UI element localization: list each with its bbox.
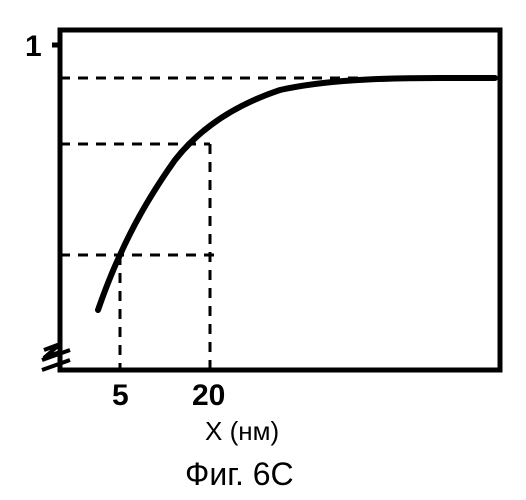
figure-caption: Фиг. 6C bbox=[185, 456, 294, 492]
figure-6c: 1 5 20 X (нм) Фиг. 6C bbox=[0, 0, 526, 500]
guide-lines bbox=[60, 78, 500, 370]
axis-break-mark bbox=[42, 344, 70, 370]
x-axis-label: X (нм) bbox=[205, 416, 279, 446]
curve bbox=[98, 78, 495, 310]
y-tick-label-1: 1 bbox=[25, 30, 42, 63]
x-tick-label-5: 5 bbox=[112, 379, 129, 412]
chart-svg: 1 5 20 X (нм) Фиг. 6C bbox=[0, 0, 526, 500]
x-tick-label-20: 20 bbox=[192, 379, 225, 412]
